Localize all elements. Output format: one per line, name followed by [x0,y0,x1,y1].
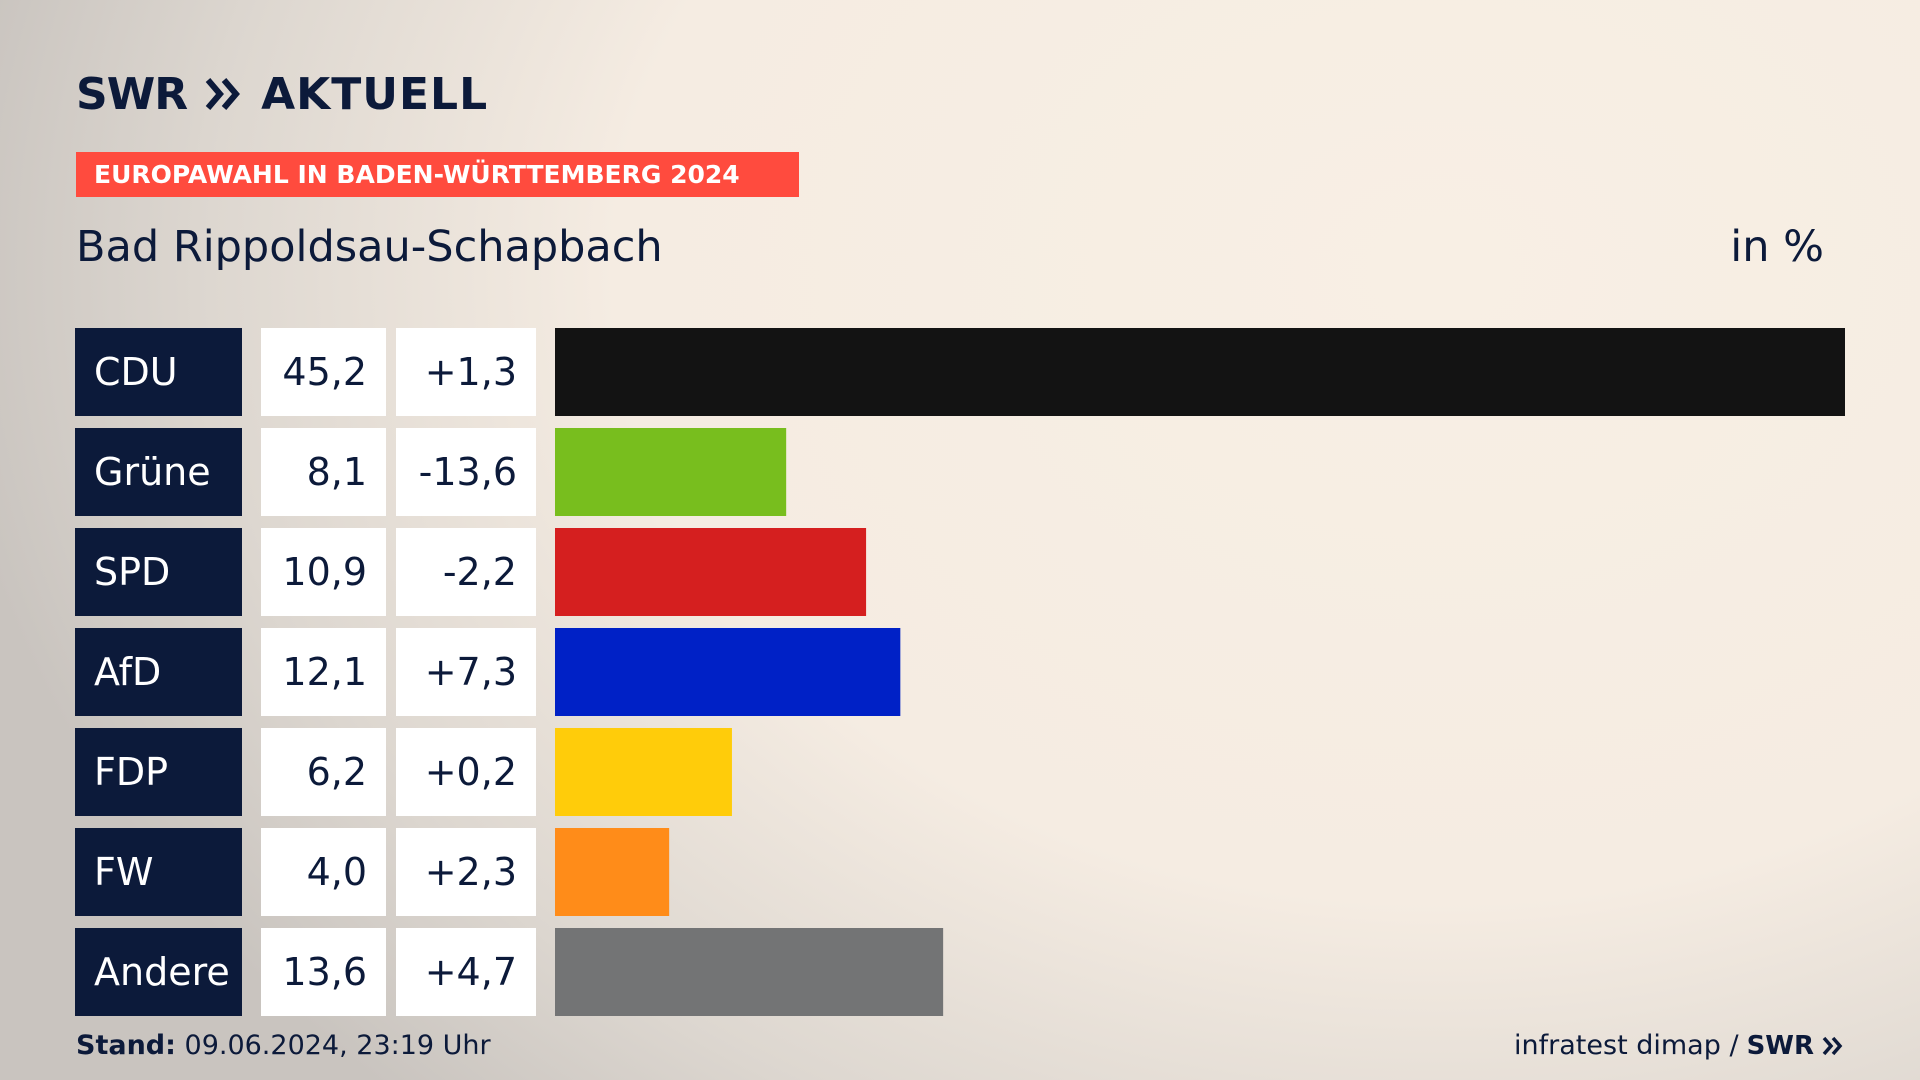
change-label: +2,3 [425,850,517,894]
stand-label: Stand: [76,1030,176,1061]
change-box [396,828,536,916]
change-box [396,728,536,816]
party-label-box [75,628,242,716]
bar-fdp [555,728,732,816]
value-label: 45,2 [282,350,367,394]
unit-label: in % [1730,222,1824,272]
party-label: FW [94,850,153,894]
swr-aktuell-logo: SWR AKTUELL [76,68,489,120]
bar-fw [555,828,670,916]
party-label: Andere [94,950,230,994]
value-box [261,928,386,1016]
value-box [261,728,386,816]
party-label-box [75,328,242,416]
timestamp: Stand: 09.06.2024, 23:19 Uhr [76,1030,491,1061]
source-text: infratest dimap / [1514,1030,1739,1061]
change-label: -2,2 [443,550,517,594]
value-label: 6,2 [307,750,367,794]
change-label: +0,2 [425,750,517,794]
party-label: SPD [94,550,170,594]
party-label-box [75,528,242,616]
place-title: Bad Rippoldsau-Schapbach [76,222,663,272]
party-label: CDU [94,350,178,394]
change-label: +4,7 [425,950,517,994]
election-kicker: EUROPAWAHL IN BADEN-WÜRTTEMBERG 2024 [76,152,799,197]
change-box [396,628,536,716]
bar-cdu [555,328,1845,416]
change-label: -13,6 [419,450,517,494]
change-box [396,528,536,616]
change-box [396,928,536,1016]
bar-andere [555,928,944,1016]
value-label: 8,1 [307,450,367,494]
bar-grüne [555,428,787,516]
small-chevron-icon [1822,1036,1843,1055]
double-chevron-icon [205,78,241,110]
change-box [396,328,536,416]
party-label: FDP [94,750,168,794]
value-label: 12,1 [282,650,367,694]
party-label-box [75,428,242,516]
party-label: Grüne [94,450,211,494]
change-label: +1,3 [425,350,517,394]
change-box [396,428,536,516]
party-label-box [75,728,242,816]
value-label: 4,0 [307,850,367,894]
source-credit: infratest dimap / SWR [1514,1030,1844,1061]
bar-afd [555,628,901,716]
logo-swr-text: SWR [76,68,188,120]
value-box [261,528,386,616]
party-label: AfD [94,650,161,694]
bar-spd [555,528,867,616]
party-label-box [75,828,242,916]
change-label: +7,3 [425,650,517,694]
party-label-box [75,928,242,1016]
value-label: 10,9 [282,550,367,594]
stand-value: 09.06.2024, 23:19 Uhr [184,1030,491,1061]
value-box [261,828,386,916]
value-label: 13,6 [282,950,367,994]
source-swr: SWR [1746,1030,1814,1061]
value-box [261,628,386,716]
value-box [261,428,386,516]
value-box [261,328,386,416]
logo-aktuell-text: AKTUELL [261,68,489,120]
